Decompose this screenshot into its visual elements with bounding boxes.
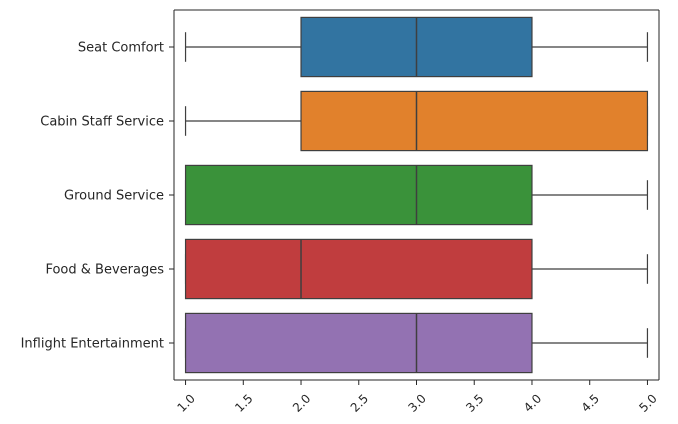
x-tick-label: 1.5 (232, 391, 255, 414)
box-group-1 (184, 16, 649, 78)
category-label: Cabin Staff Service (40, 115, 164, 130)
iqr-box (300, 90, 649, 152)
x-tick-label: 3.0 (405, 391, 428, 414)
x-tick-label: 3.5 (463, 391, 486, 414)
x-tick-label: 2.5 (348, 391, 371, 414)
x-tick-label: 1.0 (174, 391, 197, 414)
box-group-2 (184, 90, 649, 152)
iqr-box (184, 164, 533, 226)
box-group-5 (184, 312, 649, 374)
box-group-4 (184, 238, 649, 300)
iqr-box (184, 238, 533, 300)
category-label: Seat Comfort (78, 41, 164, 56)
x-tick-label: 5.0 (636, 391, 659, 414)
x-tick-label: 2.0 (290, 391, 313, 414)
iqr-box (184, 312, 533, 374)
x-tick-label: 4.0 (521, 391, 544, 414)
category-label: Inflight Entertainment (21, 337, 164, 352)
box-group-3 (184, 164, 649, 226)
x-tick-label: 4.5 (579, 391, 602, 414)
category-label: Ground Service (64, 189, 164, 204)
y-axis: Seat Comfort Cabin Staff Service Ground Se… (21, 10, 175, 380)
category-label: Food & Beverages (45, 263, 164, 278)
plot-area (184, 16, 649, 374)
